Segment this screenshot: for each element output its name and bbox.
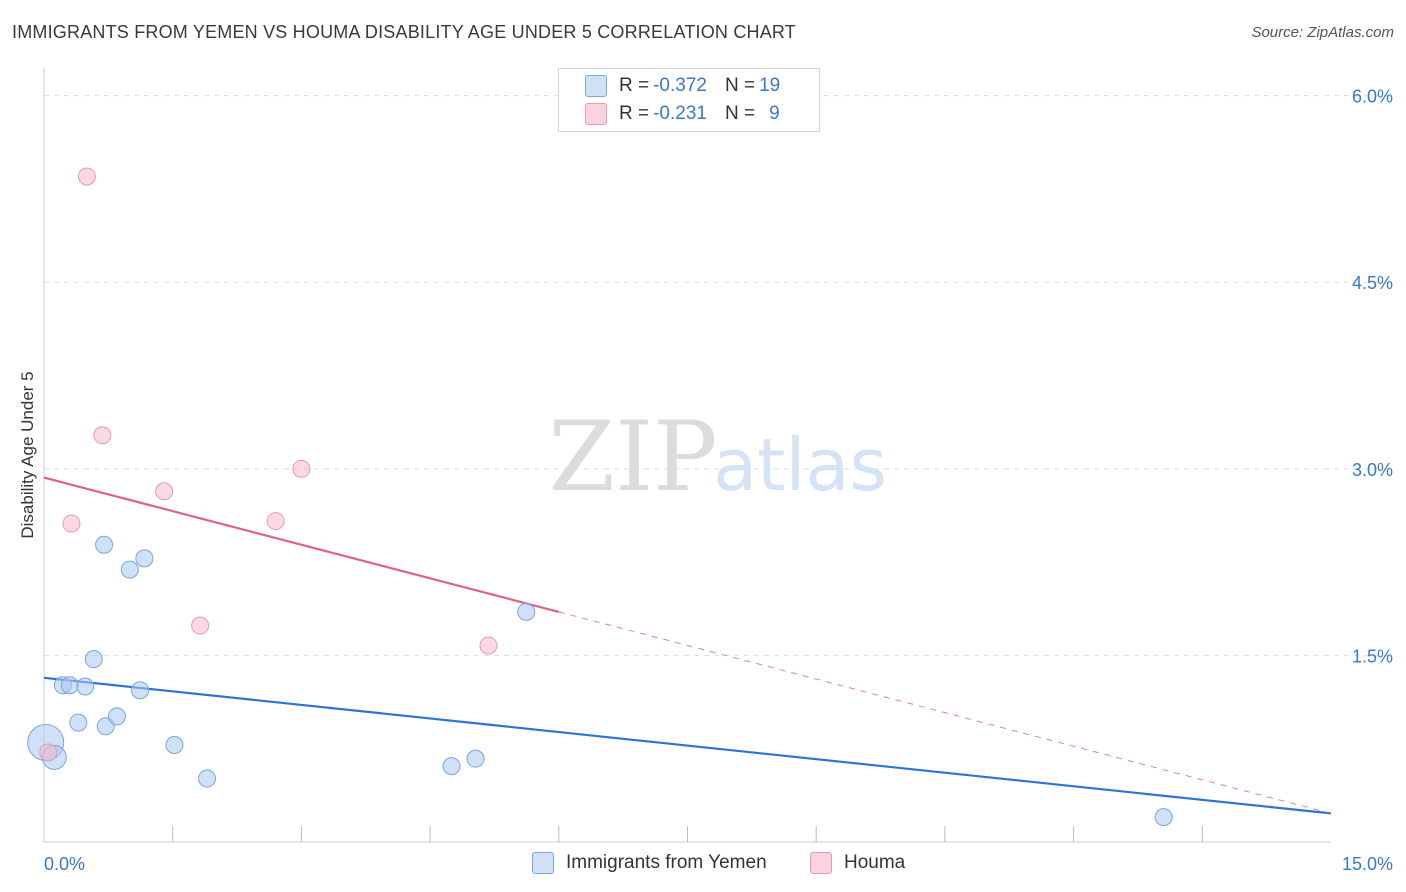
point-yemen	[135, 549, 154, 568]
y-tick-label: 6.0%	[1352, 87, 1393, 107]
series-label-houma: Houma	[844, 852, 906, 873]
y-axis-label: Disability Age Under 5	[18, 371, 37, 539]
series-swatch-houma	[810, 852, 832, 874]
point-yemen	[69, 713, 88, 732]
point-yemen	[517, 602, 536, 621]
point-yemen	[84, 650, 103, 669]
point-houma	[292, 459, 311, 478]
point-houma	[93, 426, 112, 445]
point-houma	[479, 636, 498, 655]
legend-n-value: 19	[759, 75, 781, 96]
y-tick-label: 1.5%	[1352, 646, 1393, 666]
point-yemen	[107, 707, 126, 726]
point-yemen	[131, 681, 150, 700]
series-legend-yemen[interactable]: Immigrants from Yemen	[532, 852, 767, 874]
legend-r-label: R =	[619, 75, 650, 96]
data-points	[27, 167, 1173, 827]
correlation-legend: R = -0.372 N = 19 R = -0.231 N = 9	[558, 68, 820, 132]
point-yemen	[442, 757, 461, 776]
legend-n-value: 9	[769, 103, 780, 124]
trend-lines	[43, 476, 1332, 815]
x-tick-label: 15.0%	[1342, 854, 1393, 874]
source-label: Source: ZipAtlas.com	[1251, 24, 1394, 41]
legend-r-value: -0.372	[653, 75, 707, 96]
trend-line-houma	[43, 476, 560, 613]
legend-row-yemen: R = -0.372 N = 19	[585, 73, 780, 99]
legend-n-label: N =	[724, 75, 756, 96]
point-houma	[266, 512, 285, 531]
point-yemen	[466, 749, 485, 768]
point-yemen	[1154, 808, 1173, 827]
legend-r-value: -0.231	[653, 103, 707, 124]
watermark-atlas: atlas	[713, 423, 887, 507]
point-houma	[77, 167, 96, 186]
legend-row-houma: R = -0.231 N = 9	[585, 101, 780, 127]
trend-line-yemen	[43, 676, 1332, 815]
point-houma	[155, 482, 174, 501]
series-label-yemen: Immigrants from Yemen	[566, 852, 767, 873]
trend-line-houma-extension	[558, 611, 1332, 814]
point-yemen	[95, 535, 114, 554]
point-houma	[62, 514, 81, 533]
point-houma	[39, 743, 58, 762]
series-legend-houma[interactable]: Houma	[810, 852, 905, 874]
point-yemen	[198, 769, 217, 788]
x-tick-label: 0.0%	[44, 854, 85, 874]
legend-swatch-houma	[585, 103, 607, 125]
gridlines	[44, 95, 1394, 656]
legend-r-label: R =	[619, 103, 650, 124]
legend-n-label: N =	[724, 103, 756, 124]
point-yemen	[165, 735, 184, 754]
axes	[43, 68, 1331, 843]
legend-swatch-yemen	[585, 75, 607, 97]
point-yemen	[120, 560, 139, 579]
watermark-zip: ZIP	[548, 401, 717, 513]
series-legend: Immigrants from Yemen Houma	[0, 852, 1406, 878]
point-houma	[191, 616, 210, 635]
tick-labels: 1.5% 3.0% 4.5% 6.0% 0.0% 15.0%	[44, 87, 1393, 874]
point-yemen	[76, 677, 95, 696]
chart-title: IMMIGRANTS FROM YEMEN VS HOUMA DISABILIT…	[12, 22, 796, 42]
y-tick-label: 3.0%	[1352, 460, 1393, 480]
watermark: ZIP atlas	[548, 401, 887, 513]
series-swatch-yemen	[532, 852, 554, 874]
point-yemen	[60, 676, 79, 695]
y-tick-label: 4.5%	[1352, 273, 1393, 293]
